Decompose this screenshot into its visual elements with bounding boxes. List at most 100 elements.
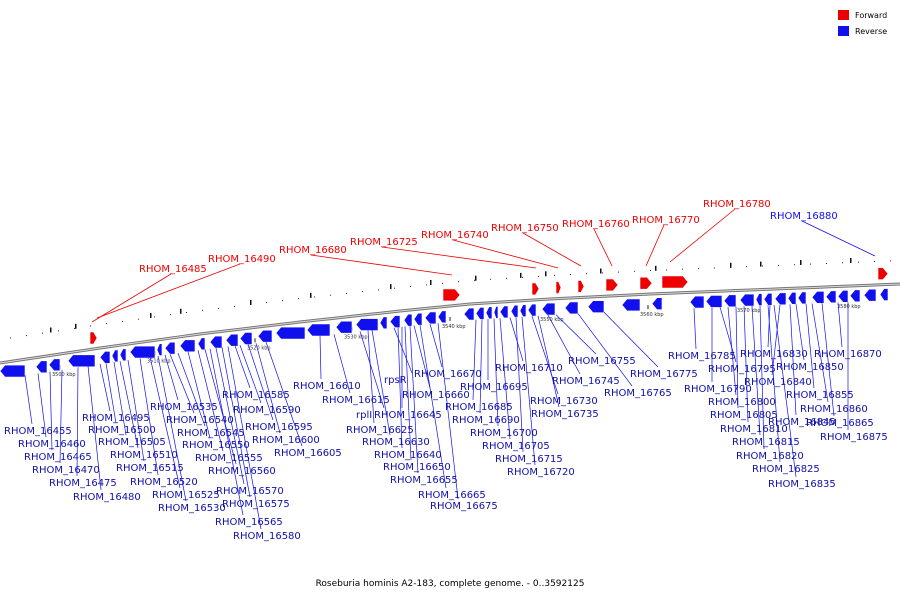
backbone-mark <box>430 280 432 285</box>
forward-gene-label: RHOM_16770 <box>632 215 700 226</box>
backbone-mark <box>655 265 657 271</box>
reverse-leader <box>333 334 351 394</box>
reverse-gene <box>355 318 379 331</box>
reverse-gene-label: RHOM_16475 <box>49 478 117 489</box>
backbone-dots <box>10 258 891 339</box>
reverse-gene-label: RHOM_16800 <box>708 397 776 408</box>
reverse-gene <box>797 291 807 305</box>
reverse-leader <box>149 356 181 489</box>
reverse-gene <box>403 313 413 327</box>
reverse-leader <box>404 326 412 461</box>
reverse-gene <box>389 315 401 328</box>
backbone-mark <box>600 268 602 274</box>
reverse-gene <box>849 289 861 303</box>
backbone-dot <box>474 279 475 281</box>
reverse-leader <box>531 315 559 395</box>
reverse-gene-label: rplI <box>356 410 372 421</box>
backbone-dot <box>330 294 331 296</box>
reverse-gene-label: RHOM_16470 <box>32 465 100 476</box>
reverse-gene <box>437 310 447 324</box>
forward-gene-label: RHOM_16725 <box>350 237 418 248</box>
backbone-dot <box>746 266 747 268</box>
reverse-gene-label: RHOM_16815 <box>732 437 800 448</box>
backbone-dot <box>570 274 571 275</box>
reverse-gene <box>510 304 519 318</box>
reverse-gene <box>111 349 119 363</box>
reverse-leader <box>767 305 771 348</box>
reverse-leader <box>759 305 765 450</box>
backbone-dot <box>842 262 843 264</box>
reverse-gene-label: RHOM_16810 <box>720 424 788 435</box>
forward-gene <box>877 267 889 281</box>
reverse-gene-label: RHOM_16665 <box>418 490 486 501</box>
backbone-dot <box>426 284 427 286</box>
reverse-gene-label: RHOM_16830 <box>740 349 808 360</box>
reverse-gene <box>541 302 556 316</box>
reverse-gene <box>587 300 605 314</box>
reverse-gene-label: RHOM_16825 <box>752 464 820 475</box>
backbone-dot <box>682 268 683 270</box>
reverse-gene <box>739 293 755 307</box>
reverse-gene-label: RHOM_16595 <box>245 422 313 433</box>
reverse-gene <box>413 312 423 326</box>
reverse-gene-label: RHOM_16765 <box>604 388 672 399</box>
reverse-gene <box>129 345 156 359</box>
reverse-gene-label: RHOM_16630 <box>362 437 430 448</box>
reverse-leader <box>493 318 499 427</box>
reverse-leader <box>99 363 111 412</box>
reverse-gene-label: RHOM_16555 <box>195 453 263 464</box>
backbone-dot <box>634 270 635 272</box>
reverse-gene-label: RHOM_16805 <box>710 410 778 421</box>
reverse-gene-label: RHOM_16505 <box>98 437 166 448</box>
reverse-gene-label: RHOM_16705 <box>482 441 550 452</box>
reverse-leader <box>197 350 224 452</box>
reverse-gene-label: RHOM_16465 <box>24 452 92 463</box>
reverse-gene-label: RHOM_16590 <box>233 405 301 416</box>
reverse-gene <box>179 339 196 353</box>
reverse-leader <box>437 323 459 500</box>
reverse-leader <box>515 317 524 453</box>
reverse-gene <box>335 320 353 334</box>
backbone-dot <box>234 305 235 307</box>
forward-leader <box>452 239 559 269</box>
reverse-leader <box>537 315 560 408</box>
reverse-gene-label: RHOM_16820 <box>736 451 804 462</box>
forward-gene <box>442 288 461 302</box>
backbone-dot <box>538 275 539 277</box>
backbone-dot <box>218 307 219 309</box>
backbone-dot <box>314 296 315 298</box>
reverse-gene-label: RHOM_16795 <box>708 364 776 375</box>
reverse-leader <box>49 371 53 451</box>
reverse-leader <box>409 325 419 474</box>
reverse-leader <box>821 303 835 417</box>
backbone-dot <box>458 281 459 283</box>
reverse-leader <box>751 305 761 436</box>
reverse-leader <box>59 369 63 464</box>
reverse-gene-label: RHOM_16550 <box>182 440 250 451</box>
reverse-leader <box>169 354 195 414</box>
backbone-dot <box>74 327 75 329</box>
reverse-gene <box>275 326 306 340</box>
reverse-gene-label: RHOM_16870 <box>814 349 882 360</box>
backbone-dot <box>618 271 619 273</box>
reverse-leader <box>209 348 244 516</box>
reverse-gene-label: RHOM_16515 <box>116 463 184 474</box>
reverse-leader <box>227 346 262 530</box>
reverse-leader <box>521 316 536 466</box>
forward-features <box>89 267 889 345</box>
forward-gene-label: RHOM_16490 <box>208 254 276 265</box>
legend: Forward Reverse <box>838 10 887 36</box>
reverse-gene <box>225 333 239 347</box>
reverse-leader <box>76 367 79 477</box>
backbone-mark <box>75 323 77 329</box>
reverse-gene <box>379 316 388 330</box>
reverse-gene-label: RHOM_16565 <box>215 517 283 528</box>
reverse-gene-label: RHOM_16785 <box>668 351 736 362</box>
backbone-dot <box>42 332 43 334</box>
reverse-leader <box>204 349 237 465</box>
backbone-mark <box>475 275 477 281</box>
tick-label: 3500 kbp <box>52 372 76 378</box>
backbone-mark <box>150 313 152 318</box>
forward-gene-label: RHOM_16880 <box>770 211 838 222</box>
